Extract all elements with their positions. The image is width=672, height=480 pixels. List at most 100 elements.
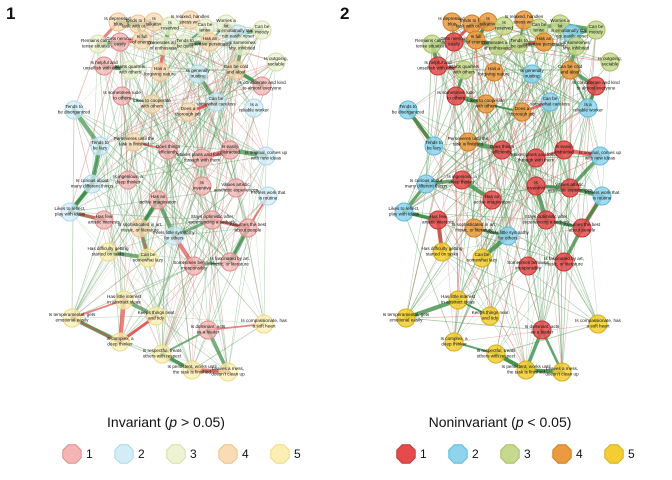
- node-label: Is reserved: [161, 20, 179, 30]
- node: Tends to find fault with others: [456, 14, 489, 34]
- edge-positive: [133, 61, 277, 143]
- edge-positive: [119, 227, 249, 343]
- node-circle: [526, 148, 546, 168]
- node-label: Is easily distracted: [220, 144, 240, 154]
- node: Is respectful, treats others with respect: [477, 344, 517, 364]
- node-circle: [428, 56, 448, 76]
- node: Can be moody: [252, 20, 272, 40]
- node-label: Does things efficiently: [156, 144, 181, 154]
- node: Is original, comes up with new ideas: [245, 146, 288, 166]
- edge-negative: [207, 45, 243, 331]
- node-label: Starts quarrels with others: [449, 64, 480, 74]
- node: Has difficulty getting started on tasks: [421, 242, 463, 262]
- node: Values artistic, aesthetic experiences: [214, 178, 259, 198]
- node-label: Is respectful, treats others with respect: [477, 348, 517, 358]
- edge-positive: [103, 95, 123, 221]
- node: Tends to be lazy: [90, 136, 110, 156]
- edge-negative: [407, 109, 475, 229]
- panel-number: 1: [6, 4, 16, 23]
- node-circle: [394, 202, 414, 222]
- edge-positive: [473, 227, 491, 317]
- node-circle: [130, 218, 150, 238]
- node-label: Keeps things neat and tidy: [472, 310, 510, 320]
- edge-positive: [463, 69, 543, 331]
- node-label: Has few artistic interests: [422, 214, 455, 224]
- node: Is a reliable worker: [573, 98, 603, 118]
- node-circle: [516, 360, 536, 380]
- node: Can be somewhat careless: [196, 92, 236, 112]
- edge-positive: [103, 219, 125, 301]
- node-circle: [198, 320, 218, 340]
- edge-positive: [147, 21, 155, 259]
- edge-positive: [489, 219, 547, 317]
- node-circle: [90, 136, 110, 156]
- node: Gets nervous easily: [106, 32, 134, 52]
- node-label: Is sometimes rude to others: [103, 90, 141, 100]
- node: Feels little sympathy for others: [487, 226, 530, 246]
- edge-positive: [91, 19, 191, 185]
- node-circle: [94, 56, 114, 76]
- edge-positive: [437, 27, 540, 67]
- edge-positive: [493, 71, 589, 109]
- node: Is easily distracted: [554, 140, 574, 160]
- node-circle: [64, 100, 84, 120]
- edge-positive: [73, 109, 93, 185]
- node-circle: [220, 252, 240, 272]
- node-label: Worries a lot: [216, 18, 236, 28]
- node-circle: [252, 20, 272, 40]
- edge-positive: [457, 101, 551, 301]
- edge-negative: [157, 43, 186, 201]
- edge-positive: [209, 41, 249, 229]
- edge-positive: [407, 109, 503, 151]
- legend-swatch: [62, 444, 82, 464]
- node: Has few artistic interests: [422, 210, 455, 230]
- node: Remains calm in tense situations: [81, 34, 115, 54]
- node-label: Leaves a mess, doesn't clean up: [211, 366, 245, 376]
- node-circle: [146, 306, 166, 326]
- edge-positive: [455, 95, 599, 325]
- node-label: Gets nervous easily: [440, 36, 468, 46]
- node: Is helpful and unselfish with others: [83, 56, 126, 76]
- node: Likes to cooperate with others: [133, 94, 171, 114]
- node-circle: [256, 146, 276, 166]
- edge-positive: [201, 157, 231, 263]
- edge-negative: [403, 111, 523, 213]
- edge-positive: [425, 149, 503, 185]
- edge-negative: [91, 45, 243, 185]
- edge-positive: [155, 315, 229, 373]
- legend-label: 3: [524, 447, 531, 461]
- edge-positive: [204, 27, 265, 325]
- edge-positive: [99, 41, 121, 147]
- edge-negative: [151, 85, 263, 105]
- edge-positive: [151, 103, 231, 263]
- node-circle: [592, 186, 612, 206]
- edge-positive: [99, 41, 211, 147]
- node-circle: [396, 308, 416, 328]
- edge-positive: [139, 219, 213, 229]
- edge-negative: [73, 43, 99, 111]
- edge-positive: [69, 211, 157, 317]
- node: Stays optimistic after experiencing a set…: [189, 210, 236, 230]
- edge-positive: [187, 23, 227, 113]
- legend-title: Invariant (p > 0.05): [107, 414, 225, 430]
- node-label: Is sometimes rude to others: [437, 90, 475, 100]
- node: Has an active imagination: [474, 190, 511, 210]
- node-label: Does a thorough job: [175, 106, 201, 116]
- edge-positive: [71, 265, 195, 319]
- node-circle: [600, 52, 620, 72]
- node-label: Is relaxed, handles stress well: [505, 14, 544, 24]
- edge-positive: [161, 25, 171, 355]
- node: Is dominant, acts as a leader: [525, 320, 560, 340]
- legend-title: Noninvariant (p < 0.05): [428, 414, 572, 430]
- node-label: Has an active imagination: [140, 194, 177, 204]
- node: Leaves a mess, doesn't clean up: [545, 362, 579, 382]
- edge-positive: [151, 103, 213, 221]
- node: Is compassionate, has a soft heart: [241, 314, 288, 334]
- edge-negative: [169, 25, 203, 159]
- node-circle: [180, 10, 200, 30]
- node-circle: [484, 62, 504, 82]
- edge-positive: [151, 103, 195, 267]
- node-circle: [150, 62, 170, 82]
- node-circle: [62, 308, 82, 328]
